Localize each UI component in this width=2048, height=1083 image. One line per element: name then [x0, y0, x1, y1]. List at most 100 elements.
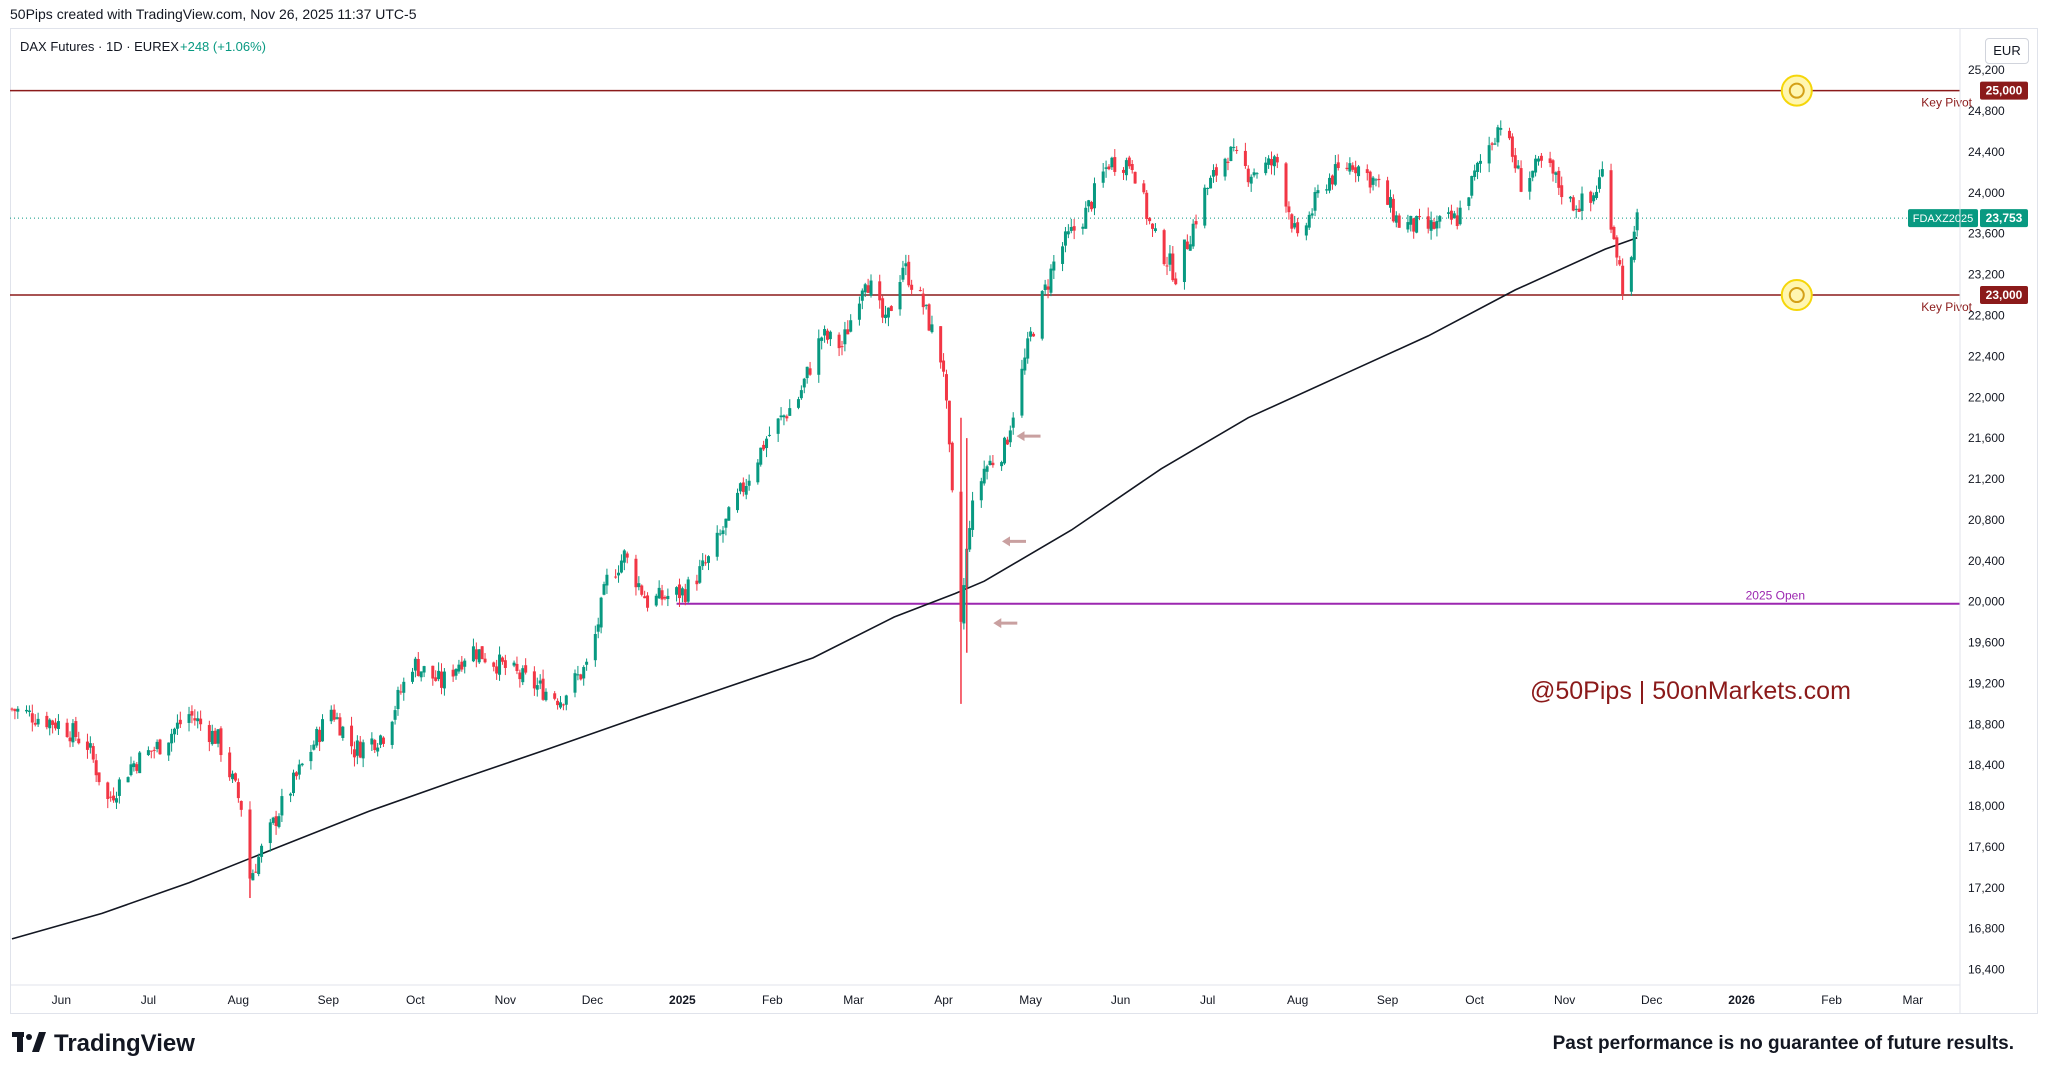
candle-body — [968, 528, 972, 550]
candle-body — [596, 624, 600, 632]
candle-body — [257, 856, 261, 875]
candle-body — [706, 556, 710, 563]
candle-body — [898, 282, 902, 310]
candle-body — [1348, 163, 1352, 172]
candle-body — [321, 719, 325, 742]
candle-body — [747, 480, 751, 486]
tradingview-logo[interactable]: TradingView — [12, 1028, 195, 1059]
candle-body — [1368, 171, 1372, 188]
candle-body — [1449, 210, 1453, 220]
candle-body — [544, 691, 548, 701]
candle-body — [979, 481, 983, 501]
candle-body — [332, 709, 336, 720]
x-tick-label: Mar — [843, 993, 864, 1007]
candle-body — [1478, 160, 1482, 164]
chart-frame[interactable] — [10, 28, 2038, 1014]
candle-body — [625, 553, 629, 558]
candle-body — [1194, 221, 1198, 225]
candle-body — [683, 589, 687, 603]
candle-body — [1371, 177, 1375, 185]
candle-body — [1519, 168, 1523, 192]
candle-body — [146, 750, 150, 756]
candle-body — [483, 658, 487, 663]
candle-body — [695, 580, 699, 585]
candle-body — [379, 735, 383, 745]
candle-body — [138, 752, 142, 774]
candle-body — [1061, 246, 1065, 264]
candle-body — [515, 663, 519, 671]
candle-body — [796, 399, 800, 408]
candle-body — [1595, 191, 1599, 198]
candle-body — [553, 693, 557, 699]
candle-body — [1609, 170, 1613, 230]
candle-body — [477, 649, 481, 663]
candle-body — [820, 337, 824, 341]
annotations — [993, 74, 1813, 629]
candle-body — [1206, 188, 1210, 190]
currency-button[interactable]: EUR — [1985, 38, 2029, 64]
candle-body — [808, 368, 812, 375]
last-price-badge-text: 23,753 — [1986, 211, 2023, 225]
candle-body — [593, 634, 597, 661]
candle-body — [1107, 166, 1111, 170]
candle-body — [860, 290, 864, 301]
candle-body — [942, 360, 946, 372]
candle-body — [1020, 368, 1024, 416]
candle-body — [884, 314, 888, 319]
moving-average-line — [11, 237, 1638, 940]
y-tick-label: 24,000 — [1968, 186, 2005, 200]
candle-body — [637, 583, 641, 588]
candle-body — [178, 719, 182, 725]
candle-body — [680, 588, 684, 596]
candle-body — [361, 742, 365, 759]
candle-body — [1615, 237, 1619, 258]
candle-body — [94, 760, 98, 776]
candle-body — [399, 691, 403, 693]
candle-body — [1577, 208, 1581, 212]
candle-body — [1487, 145, 1491, 164]
candle-body — [1168, 253, 1172, 265]
candle-body — [1191, 223, 1195, 247]
candle-body — [1032, 333, 1036, 337]
candle-body — [1084, 207, 1088, 229]
annotation-arrow-head — [993, 618, 1002, 629]
candle-body — [1287, 206, 1291, 213]
candle-body — [260, 845, 264, 857]
candles — [10, 120, 1639, 899]
candle-body — [1188, 244, 1192, 251]
candle-body — [1328, 177, 1332, 191]
pivot-marker — [1780, 74, 1813, 107]
candle-body — [1121, 169, 1125, 173]
x-tick-label: Oct — [406, 993, 425, 1007]
moving-average — [11, 237, 1638, 940]
candle-body — [558, 702, 562, 708]
candle-body — [297, 764, 301, 775]
candle-body — [1151, 223, 1155, 229]
candle-body — [126, 777, 130, 783]
price-chart[interactable]: Key Pivot 25,000 Key Pivot 23,000 2025 Open F… — [0, 0, 2048, 1020]
candle-body — [1124, 160, 1128, 176]
annotation-arrow-head — [1002, 536, 1010, 547]
candle-body — [878, 281, 882, 301]
y-tick-label: 22,800 — [1968, 308, 2005, 322]
candle-body — [474, 649, 478, 660]
candle-body — [413, 658, 417, 671]
candle-body — [280, 796, 284, 816]
candle-body — [1516, 165, 1520, 169]
candle-body — [1592, 195, 1596, 202]
candle-body — [614, 576, 618, 578]
candle-body — [1600, 169, 1604, 177]
candle-body — [463, 660, 467, 667]
candle-body — [1455, 215, 1459, 226]
candle-body — [837, 334, 841, 349]
candle-body — [828, 331, 832, 340]
candle-body — [1249, 176, 1253, 184]
candle-body — [1310, 213, 1314, 216]
candle-body — [434, 677, 438, 681]
candle-body — [1235, 149, 1239, 151]
y-tick-label: 16,800 — [1968, 922, 2005, 936]
candle-body — [1467, 197, 1471, 206]
symbol-badge-text: FDAXZ2025 — [1913, 213, 1974, 225]
candle-body — [1252, 172, 1256, 176]
candle-body — [207, 725, 211, 743]
